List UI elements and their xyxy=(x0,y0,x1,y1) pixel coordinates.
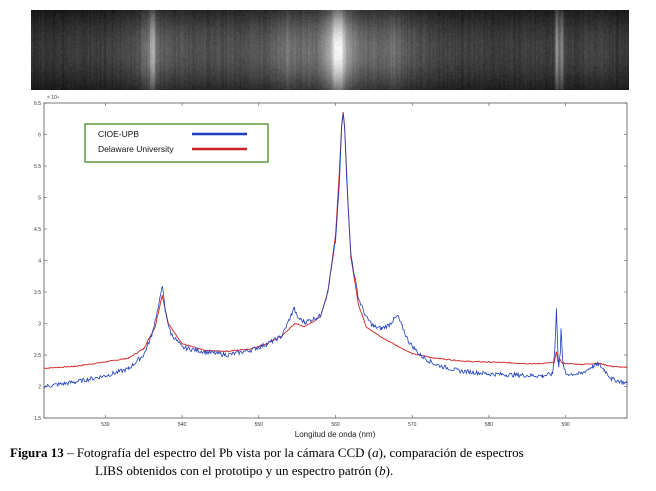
y-axis: 1.5 2 2.5 3 3.5 4 4.5 5 5.5 6 6.5 xyxy=(34,101,627,422)
caption-text-2: LIBS obtenidos con el prototipo y un esp… xyxy=(95,463,380,478)
y-exponent-label: × 10⁴ xyxy=(47,95,59,101)
caption-text-1: – Fotografía del espectro del Pb vista p… xyxy=(63,445,373,460)
figure-caption: Figura 13 – Fotografía del espectro del … xyxy=(10,444,646,480)
legend-label-delaware: Delaware University xyxy=(98,144,174,154)
ccd-spectrum-photo xyxy=(31,10,629,90)
spectrum-chart: 1.522.533.544.555.566.5 530 540 550 560 570 5… xyxy=(34,95,628,439)
series-lines xyxy=(43,111,628,389)
caption-text-1b: ), comparación de espectros xyxy=(378,445,524,460)
x-tick-label: 570 xyxy=(408,422,417,428)
series-line-delaware xyxy=(43,111,628,369)
legend-box xyxy=(84,123,269,163)
y-tick-label: 2.5 xyxy=(34,353,41,359)
y-tick-label: 3.5 xyxy=(34,290,41,296)
x-tick-label: 590 xyxy=(561,422,570,428)
y-tick-label: 4 xyxy=(38,259,41,265)
series-line-cioe-upb xyxy=(43,113,628,389)
x-axis: 530 540 550 560 570 580 590 xyxy=(101,103,570,428)
x-axis-label: Longitud de onda (nm) xyxy=(295,430,376,439)
y-tick-label: 3 xyxy=(38,322,41,328)
caption-b: b xyxy=(379,463,386,478)
y-tick-label: 2 xyxy=(38,385,41,391)
y-tick-label: 5 xyxy=(38,196,41,202)
legend: CIOE-UPB Delaware University xyxy=(84,123,269,163)
y-tick-label: 6.5 xyxy=(34,101,41,107)
x-tick-label: 560 xyxy=(331,422,340,428)
y-tick-label: 4.5 xyxy=(34,227,41,233)
x-tick-label: 550 xyxy=(255,422,264,428)
caption-label: Figura 13 xyxy=(10,445,64,460)
y-tick-label: 5.5 xyxy=(34,164,41,170)
y-tick-label: 1.5 xyxy=(34,416,41,422)
y-tick-label: 6 xyxy=(38,133,41,139)
x-tick-label: 580 xyxy=(485,422,494,428)
x-tick-label: 530 xyxy=(101,422,110,428)
x-tick-label: 540 xyxy=(178,422,187,428)
caption-text-2b: ). xyxy=(385,463,394,478)
legend-label-cioe: CIOE-UPB xyxy=(98,129,139,139)
caption-line-2: LIBS obtenidos con el prototipo y un esp… xyxy=(10,462,646,480)
caption-a: a xyxy=(372,445,379,460)
